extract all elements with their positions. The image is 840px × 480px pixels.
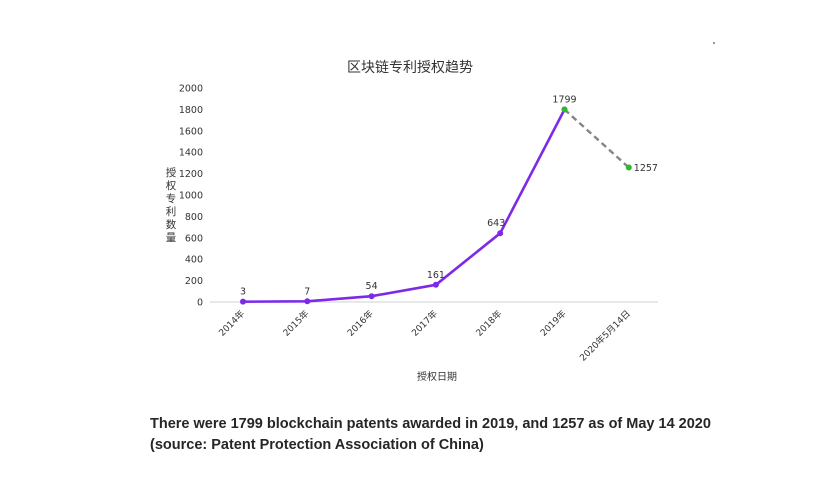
figure-caption: There were 1799 blockchain patents award… xyxy=(150,414,800,456)
corner-dot xyxy=(713,42,715,44)
data-point xyxy=(368,293,375,300)
data-label: 3 xyxy=(240,287,246,298)
y-axis-label-char: 专 xyxy=(166,192,177,205)
data-point xyxy=(497,230,504,237)
y-tick-label: 800 xyxy=(185,212,203,223)
y-axis-label-char: 权 xyxy=(166,179,177,192)
caption-line-1: There were 1799 blockchain patents award… xyxy=(150,416,711,432)
y-tick-label: 1200 xyxy=(179,169,203,180)
data-point xyxy=(240,298,246,305)
data-label: 7 xyxy=(304,286,310,297)
series-line xyxy=(242,108,566,303)
x-tick-label: 2015年 xyxy=(280,308,311,339)
x-tick-label: 2019年 xyxy=(538,308,569,339)
y-tick-label: 0 xyxy=(197,298,203,309)
caption-line-2: (source: Patent Protection Association o… xyxy=(150,437,484,453)
x-tick-label: 2016年 xyxy=(345,308,376,339)
chart-title: 区块链专利授权趋势 xyxy=(347,60,473,76)
data-point xyxy=(304,298,311,305)
y-axis-label-char: 授 xyxy=(166,166,177,179)
y-tick-label: 1800 xyxy=(179,105,203,116)
y-axis-label-char: 数 xyxy=(166,218,177,231)
x-tick-label: 2018年 xyxy=(473,308,504,339)
projection-line xyxy=(563,108,630,169)
y-tick-label: 1000 xyxy=(179,191,203,202)
data-label: 54 xyxy=(366,281,378,292)
data-point-peak xyxy=(561,106,568,113)
data-point xyxy=(432,281,439,288)
y-tick-label: 200 xyxy=(185,276,203,287)
data-label: 1257 xyxy=(634,163,658,174)
y-tick-label: 1400 xyxy=(179,148,203,159)
y-axis-label-char: 利 xyxy=(166,206,177,218)
data-label: 1799 xyxy=(552,95,576,106)
y-tick-label: 400 xyxy=(185,255,203,266)
data-point xyxy=(625,164,632,171)
y-axis-label-char: 量 xyxy=(166,232,177,244)
y-tick-label: 600 xyxy=(185,233,203,244)
x-axis-label: 授权日期 xyxy=(417,370,457,383)
x-tick-label: 2017年 xyxy=(409,308,440,339)
y-tick-label: 2000 xyxy=(179,84,203,95)
data-label: 161 xyxy=(427,270,445,281)
y-tick-label: 1600 xyxy=(179,126,203,137)
x-tick-label: 2020年5月14日 xyxy=(577,308,633,364)
data-label: 643 xyxy=(487,218,505,229)
x-tick-label: 2014年 xyxy=(216,308,247,339)
